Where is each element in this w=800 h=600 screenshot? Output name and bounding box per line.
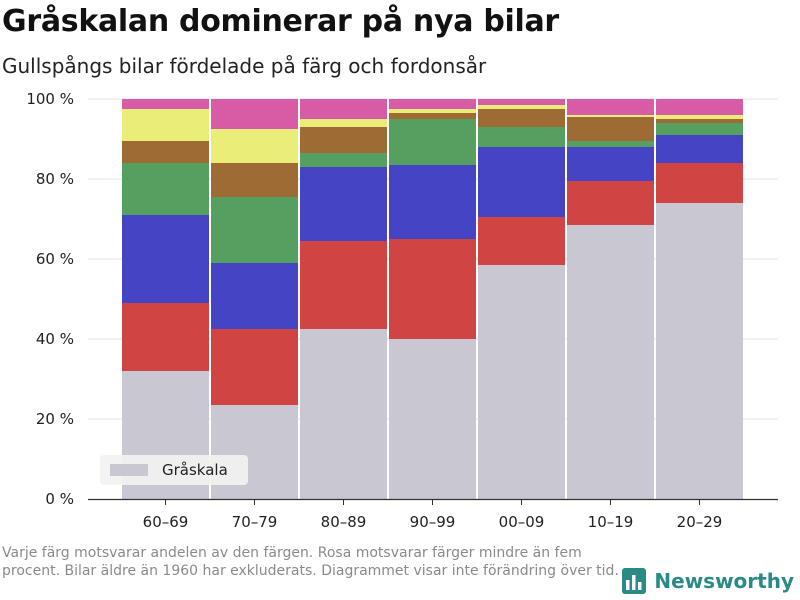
bar-segment — [478, 127, 565, 147]
bar-segment — [300, 153, 387, 167]
bar-segment — [567, 141, 654, 147]
newsworthy-logo: Newsworthy — [622, 568, 794, 594]
bar-segment — [656, 99, 743, 115]
bar-segment — [567, 99, 654, 115]
bar-segment — [656, 123, 743, 135]
bar-segment — [300, 167, 387, 241]
footnote: Varje färg motsvarar andelen av den färg… — [2, 545, 619, 579]
bar-segment — [567, 225, 654, 499]
y-tick-label: 0 % — [45, 490, 74, 508]
bar-segment — [389, 239, 476, 339]
bar-segment — [122, 141, 209, 163]
stacked-bar-chart: 0 % 20 % 40 % 60 % 80 % 100 % 60–69 70–79 80–89 9… — [26, 90, 778, 531]
bar-segment — [389, 119, 476, 165]
bar-segment — [478, 147, 565, 217]
bar-segment — [389, 99, 476, 109]
bar-segment — [656, 115, 743, 119]
bar-segment — [122, 99, 209, 109]
y-tick-label: 40 % — [36, 330, 74, 348]
bar-segment — [478, 109, 565, 127]
x-tick-label: 60–69 — [143, 513, 189, 531]
bar-segment — [656, 163, 743, 203]
bar-segment — [656, 203, 743, 499]
bar-segment — [567, 147, 654, 181]
legend-label: Gråskala — [162, 461, 228, 479]
y-tick-label: 60 % — [36, 250, 74, 268]
bar-segment — [300, 329, 387, 499]
x-tick-label: 80–89 — [321, 513, 367, 531]
bar-segment — [656, 119, 743, 123]
x-tick-label: 90–99 — [410, 513, 456, 531]
legend-swatch — [110, 464, 148, 476]
bar-segment — [122, 109, 209, 141]
bar-segment — [211, 163, 298, 197]
bar-segment — [478, 217, 565, 265]
bar-chart-icon — [622, 568, 647, 594]
bar-segment — [300, 241, 387, 329]
bar-segment — [211, 329, 298, 405]
bar-segment — [211, 129, 298, 163]
y-tick-label: 100 % — [26, 90, 74, 108]
y-tick-label: 80 % — [36, 170, 74, 188]
x-tick-label: 00–09 — [499, 513, 545, 531]
bar-segment — [211, 99, 298, 129]
bar-segment — [211, 263, 298, 329]
bar-segment — [122, 303, 209, 371]
bar-segment — [567, 115, 654, 117]
bar-segment — [478, 265, 565, 499]
y-tick-label: 20 % — [36, 410, 74, 428]
bar-segment — [300, 119, 387, 127]
bar-segment — [389, 109, 476, 113]
bar-segment — [300, 127, 387, 153]
brand-name: Newsworthy — [654, 569, 794, 593]
bar-segment — [567, 117, 654, 141]
bar-segment — [567, 181, 654, 225]
x-tick-label: 10–19 — [588, 513, 634, 531]
bar-segment — [122, 163, 209, 215]
bar-segment — [478, 105, 565, 109]
bar-segment — [656, 135, 743, 163]
bar-segment — [389, 339, 476, 499]
bar-segment — [389, 113, 476, 119]
bar-segment — [300, 99, 387, 119]
bar-segment — [389, 165, 476, 239]
chart-subtitle: Gullspångs bilar fördelade på färg och f… — [2, 54, 487, 78]
legend-box — [100, 455, 248, 485]
bar-segment — [211, 197, 298, 263]
x-tick-label: 70–79 — [232, 513, 278, 531]
chart-title: Gråskalan dominerar på nya bilar — [2, 4, 559, 39]
bar-segment — [122, 215, 209, 303]
bar-segment — [478, 99, 565, 105]
x-tick-label: 20–29 — [677, 513, 723, 531]
